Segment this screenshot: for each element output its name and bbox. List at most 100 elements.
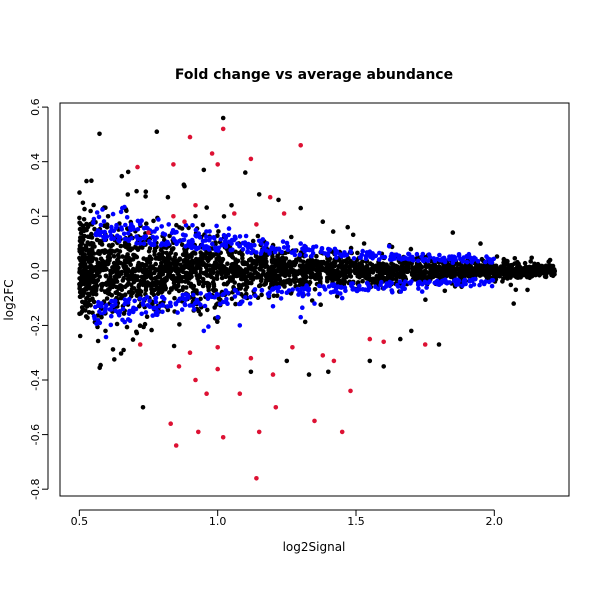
- data-point: [373, 253, 379, 259]
- data-point: [209, 151, 215, 156]
- data-point: [287, 273, 292, 278]
- data-point: [408, 246, 414, 252]
- data-point: [367, 358, 373, 364]
- data-point: [194, 258, 199, 264]
- data-point: [285, 247, 291, 253]
- data-point: [90, 297, 95, 302]
- data-point: [226, 232, 231, 238]
- data-point: [299, 278, 305, 284]
- data-point: [77, 215, 82, 221]
- data-point: [226, 226, 232, 231]
- data-point: [416, 267, 421, 272]
- data-point: [238, 286, 243, 291]
- data-point: [137, 323, 143, 329]
- data-point: [237, 234, 243, 239]
- data-point: [82, 206, 87, 212]
- data-point: [338, 280, 343, 286]
- data-point: [302, 286, 307, 291]
- data-point: [334, 293, 340, 299]
- data-point: [303, 245, 309, 251]
- data-point: [94, 321, 99, 327]
- data-point: [245, 248, 250, 254]
- data-point: [88, 208, 93, 214]
- data-point: [230, 247, 235, 253]
- data-point: [88, 263, 94, 269]
- data-point: [261, 269, 266, 274]
- data-point: [155, 291, 161, 297]
- data-point: [111, 303, 116, 309]
- data-point: [98, 256, 104, 262]
- data-point: [171, 236, 176, 241]
- data-point: [168, 303, 173, 309]
- data-point: [134, 293, 140, 299]
- data-point: [418, 273, 424, 278]
- data-point: [245, 267, 250, 272]
- data-point: [353, 270, 358, 276]
- data-point: [165, 194, 171, 200]
- data-point: [129, 222, 134, 227]
- data-point: [116, 265, 121, 271]
- data-point: [395, 272, 401, 278]
- data-point: [383, 269, 388, 274]
- data-point: [298, 143, 304, 148]
- data-point: [196, 281, 202, 287]
- data-point: [122, 236, 128, 242]
- data-point: [343, 288, 348, 294]
- data-point: [240, 256, 245, 261]
- data-point: [360, 264, 365, 270]
- data-point: [219, 275, 225, 281]
- data-point: [167, 290, 172, 295]
- data-point: [202, 303, 208, 309]
- data-point: [146, 230, 151, 235]
- data-point: [221, 291, 226, 297]
- data-point: [99, 283, 105, 289]
- data-point: [306, 287, 312, 293]
- data-point: [120, 306, 126, 312]
- data-point: [91, 275, 96, 280]
- data-point: [186, 239, 192, 244]
- data-point: [269, 257, 275, 263]
- data-point: [147, 268, 153, 274]
- data-point: [375, 268, 381, 273]
- data-point: [187, 134, 193, 140]
- data-point: [189, 258, 195, 263]
- data-point: [228, 275, 234, 280]
- data-point: [205, 296, 211, 302]
- plot-points: [77, 115, 557, 481]
- data-point: [214, 223, 219, 229]
- data-point: [114, 321, 120, 327]
- data-point: [154, 226, 160, 232]
- data-point: [151, 218, 156, 224]
- data-point: [300, 305, 305, 311]
- data-point: [275, 276, 281, 282]
- data-point: [549, 272, 554, 278]
- data-point: [151, 305, 156, 311]
- data-point: [390, 290, 395, 295]
- data-point: [143, 225, 149, 230]
- data-point: [278, 296, 284, 301]
- data-point: [253, 275, 259, 280]
- data-point: [176, 283, 181, 289]
- data-point: [508, 282, 514, 288]
- data-point: [354, 288, 360, 293]
- data-point: [229, 203, 234, 208]
- data-point: [326, 257, 332, 263]
- data-point: [232, 280, 237, 285]
- data-point: [157, 264, 163, 269]
- data-point: [111, 253, 117, 259]
- data-point: [421, 258, 426, 264]
- data-point: [422, 268, 428, 274]
- x-tick-label: 0.5: [71, 515, 89, 528]
- data-point: [89, 178, 94, 183]
- data-point: [279, 289, 285, 295]
- data-point: [173, 301, 179, 307]
- data-point: [183, 297, 188, 303]
- data-point: [108, 233, 114, 238]
- data-point: [157, 304, 163, 309]
- data-point: [426, 252, 432, 257]
- data-point: [306, 292, 311, 297]
- data-point: [83, 308, 88, 313]
- data-point: [350, 232, 356, 238]
- data-point: [329, 270, 334, 275]
- data-point: [196, 300, 201, 305]
